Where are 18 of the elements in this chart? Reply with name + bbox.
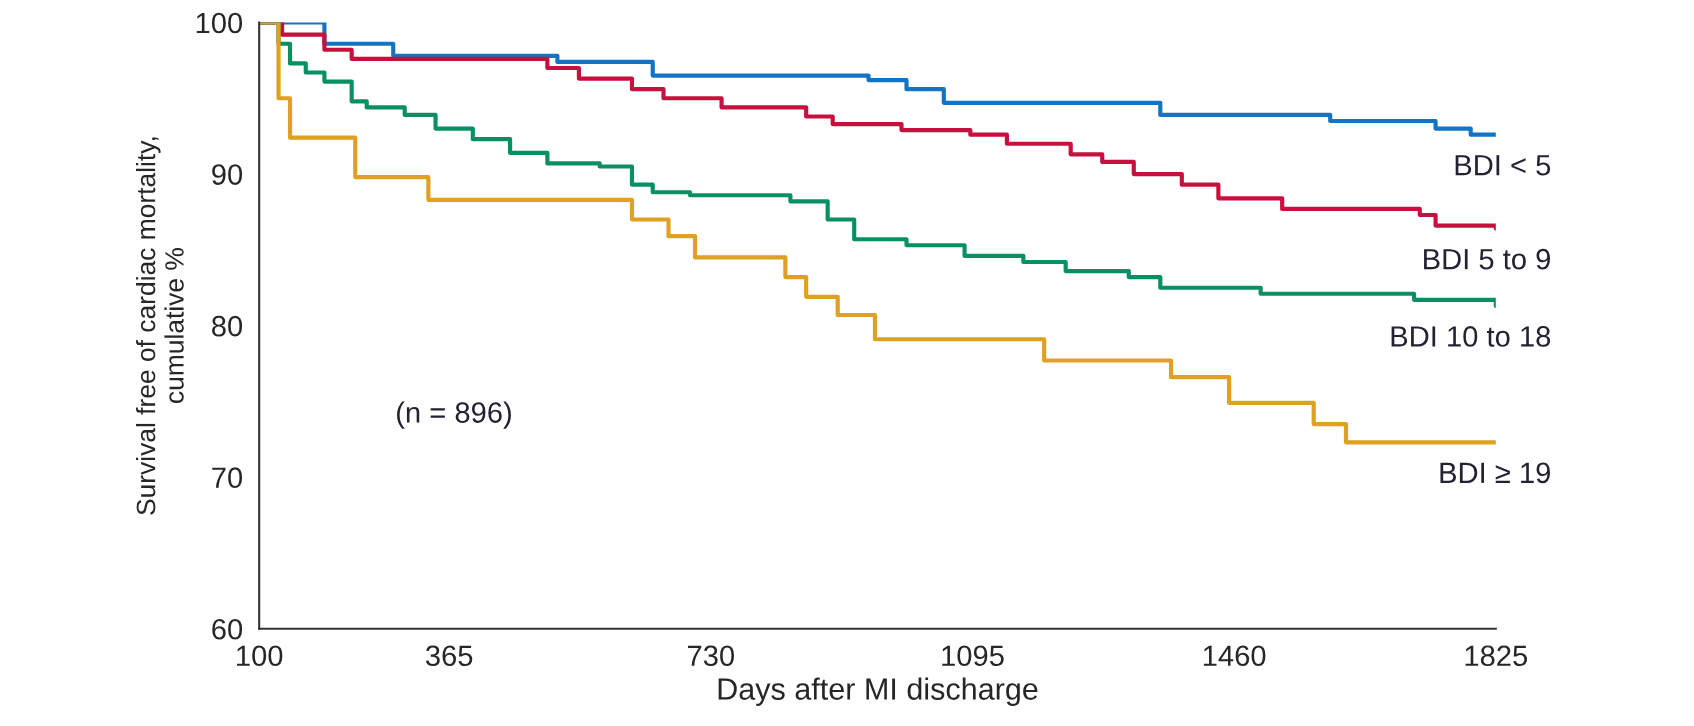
y-tick-label: 80 (212, 315, 243, 337)
y-tick-label: 70 (212, 467, 243, 489)
series-label: BDI 5 to 9 (1424, 248, 1550, 270)
x-tick-label: 365 (425, 645, 473, 667)
y-tick-label: 90 (212, 164, 243, 185)
series-label: BDI ≥ 19 (1440, 462, 1550, 484)
y-axis-title: Survival free of cardiac mortality, cumulative % (135, 137, 184, 515)
series-label: BDI < 5 (1455, 155, 1551, 176)
x-tick-label: 730 (687, 645, 735, 667)
x-tick-label: 1460 (1203, 645, 1266, 667)
series-label: BDI 10 to 18 (1391, 326, 1551, 347)
y-tick-label: 100 (196, 12, 243, 34)
x-tick-label: 100 (237, 645, 283, 667)
x-tick-label: 1825 (1465, 645, 1528, 667)
x-axis-title: Days after MI discharge (718, 677, 1038, 706)
x-tick-label: 1095 (942, 645, 1004, 667)
annotation: (n = 896) (397, 401, 511, 429)
y-tick-label: 60 (212, 618, 243, 640)
